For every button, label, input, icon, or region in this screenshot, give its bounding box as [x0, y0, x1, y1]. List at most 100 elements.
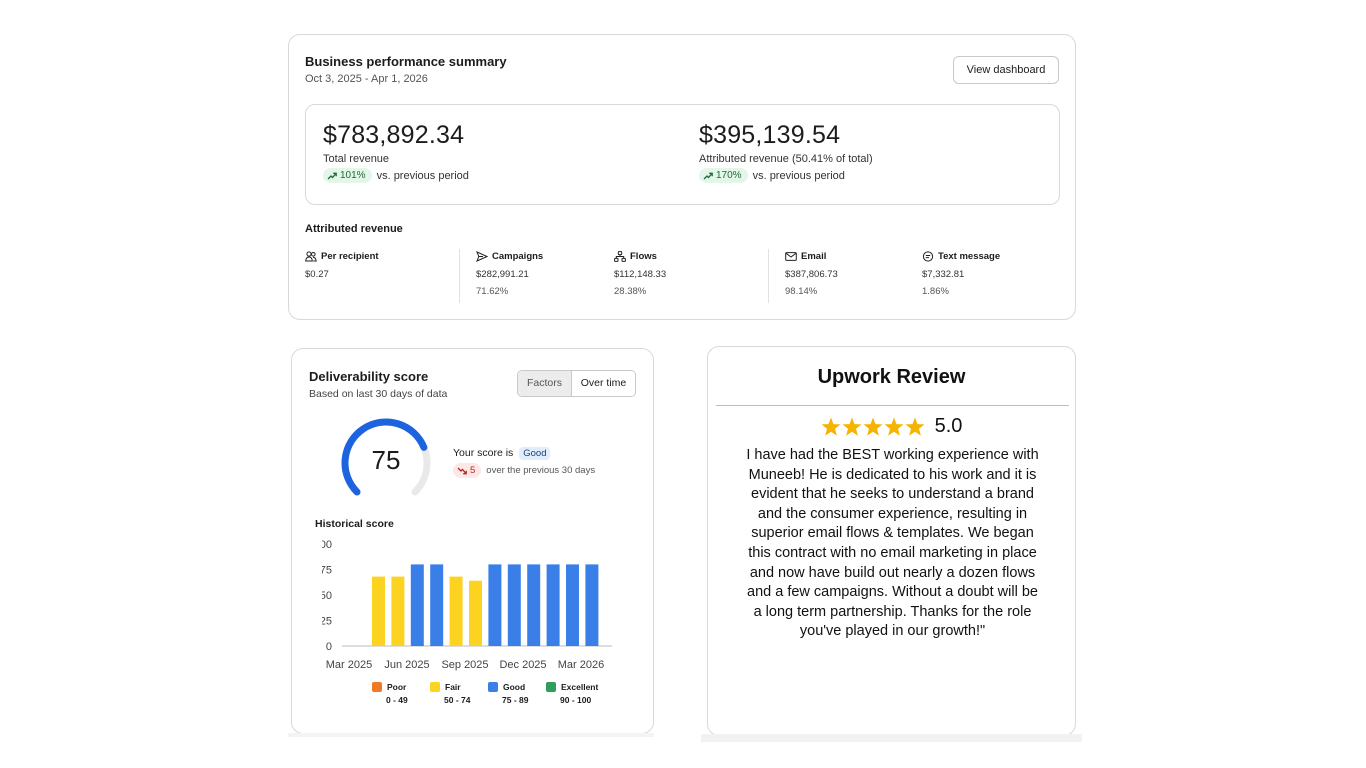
legend-swatch: [488, 682, 498, 692]
metric-label: Campaigns: [492, 250, 544, 262]
legend-swatch: [430, 682, 440, 692]
legend-good: Good 75 - 89: [488, 682, 546, 705]
view-dashboard-button[interactable]: View dashboard: [953, 56, 1059, 84]
score-delta-badge: 5: [453, 463, 482, 478]
metric-flows: Flows $112,148.33 28.38%: [614, 249, 667, 298]
deliverability-subtitle: Based on last 30 days of data: [309, 388, 448, 400]
review-text: I have had the BEST working experience w…: [746, 447, 1039, 640]
y-tick-label: 50: [322, 590, 332, 602]
rating-stars: [821, 417, 925, 436]
bar: [585, 564, 599, 646]
metric-value: $282,991.21: [476, 269, 529, 280]
score-gauge: 75: [341, 418, 431, 496]
attributed-revenue-amount: $395,139.54: [699, 121, 841, 149]
metric-value: $0.27: [305, 269, 329, 280]
legend-label: Poor: [387, 682, 407, 692]
legend-label: Good: [503, 682, 526, 692]
legend-swatch: [372, 682, 382, 692]
legend-poor: Poor 0 - 49: [372, 682, 430, 705]
total-revenue: $783,892.34 Total revenue 101% vs. previ…: [323, 121, 469, 183]
gauge-fill: [341, 418, 428, 496]
metric-label: Email: [801, 250, 827, 262]
total-revenue-compare: vs. previous period: [376, 169, 469, 182]
score-badge: Good: [519, 447, 551, 460]
score-info: Your score is Good: [453, 447, 551, 460]
total-revenue-change: 101%: [340, 170, 366, 181]
score-delta-value: 5: [470, 465, 476, 476]
metric-text-message: Text message $7,332.81 1.86%: [922, 249, 1001, 298]
bar: [410, 564, 424, 646]
metric-percent: 71.62%: [476, 286, 509, 297]
metric-per-recipient: Per recipient $0.27: [305, 249, 379, 281]
total-revenue-amount: $783,892.34: [323, 121, 465, 149]
x-tick-label: Mar 2025: [326, 659, 372, 671]
x-tick-label: Jun 2025: [384, 659, 429, 671]
summary-title: Business performance summary: [305, 54, 507, 69]
deliverability-title: Deliverability score: [309, 369, 429, 384]
star-icon: [905, 417, 925, 436]
bar: [430, 564, 444, 646]
bar: [546, 564, 560, 646]
legend-excellent: Excellent 90 - 100: [546, 682, 604, 705]
attributed-revenue-change: 170%: [716, 170, 742, 181]
summary-date-range: Oct 3, 2025 - Apr 1, 2026: [305, 73, 428, 85]
upwork-review-card: Upwork Review 5.0 I have had the BEST wo…: [707, 346, 1076, 736]
bar: [469, 580, 482, 646]
y-tick-label: 0: [326, 641, 332, 653]
rating-value: 5.0: [934, 415, 963, 437]
score-delta: 5 over the previous 30 days: [453, 463, 595, 478]
metric-label: Text message: [938, 250, 1001, 262]
legend-range: 75 - 89: [502, 695, 529, 705]
bar: [372, 576, 385, 646]
flow-icon: [614, 250, 626, 262]
x-tick-label: Dec 2025: [499, 659, 546, 671]
bar: [391, 576, 405, 646]
star-icon: [884, 417, 904, 436]
deliverability-card: Deliverability score Based on last 30 da…: [291, 348, 654, 734]
send-icon: [476, 250, 488, 262]
total-revenue-label: Total revenue: [323, 153, 390, 165]
people-icon: [305, 250, 317, 261]
score-value: 75: [372, 445, 401, 475]
legend-range: 0 - 49: [386, 695, 408, 705]
legend-range: 50 - 74: [444, 695, 471, 705]
bar: [566, 564, 579, 646]
bar: [488, 564, 502, 646]
card-shadow: [701, 734, 1082, 742]
tab-over-time[interactable]: Over time: [572, 371, 635, 396]
card-shadow: [288, 733, 654, 737]
metric-value: $387,806.73: [785, 269, 838, 280]
x-tick-label: Mar 2026: [558, 659, 604, 671]
trend-down-icon: [457, 467, 467, 474]
metric-percent: 1.86%: [922, 286, 949, 297]
attributed-revenue-label: Attributed revenue (50.41% of total): [699, 153, 873, 165]
score-text: Your score is: [453, 447, 514, 459]
legend-fair: Fair 50 - 74: [430, 682, 488, 705]
y-tick-label: 100: [322, 539, 332, 551]
chat-icon: [922, 250, 934, 262]
metric-percent: 98.14%: [785, 286, 818, 297]
attributed-revenue-compare: vs. previous period: [752, 169, 845, 182]
legend-label: Excellent: [561, 682, 599, 692]
review-rating: 5.0: [708, 415, 1075, 438]
mail-icon: [785, 251, 797, 261]
review-divider: [716, 405, 1069, 406]
tab-factors[interactable]: Factors: [518, 371, 572, 396]
attributed-revenue: $395,139.54 Attributed revenue (50.41% o…: [699, 121, 873, 183]
revenue-box: $783,892.34 Total revenue 101% vs. previ…: [305, 104, 1060, 205]
bar: [527, 564, 541, 646]
star-icon: [863, 417, 883, 436]
y-tick-label: 75: [322, 565, 332, 577]
bar: [507, 564, 521, 646]
chart-legend: Poor 0 - 49 Fair 50 - 74 Good 75 - 89 Ex…: [372, 682, 604, 705]
review-title: Upwork Review: [817, 366, 966, 388]
x-tick-label: Sep 2025: [441, 659, 488, 671]
trend-up-icon: [703, 172, 713, 179]
legend-label: Fair: [445, 682, 461, 692]
historical-score-title: Historical score: [315, 518, 394, 530]
metric-campaigns: Campaigns $282,991.21 71.62%: [476, 249, 544, 298]
star-icon: [821, 417, 841, 436]
star-icon: [842, 417, 862, 436]
metric-value: $7,332.81: [922, 269, 965, 280]
metric-value: $112,148.33: [614, 269, 667, 280]
